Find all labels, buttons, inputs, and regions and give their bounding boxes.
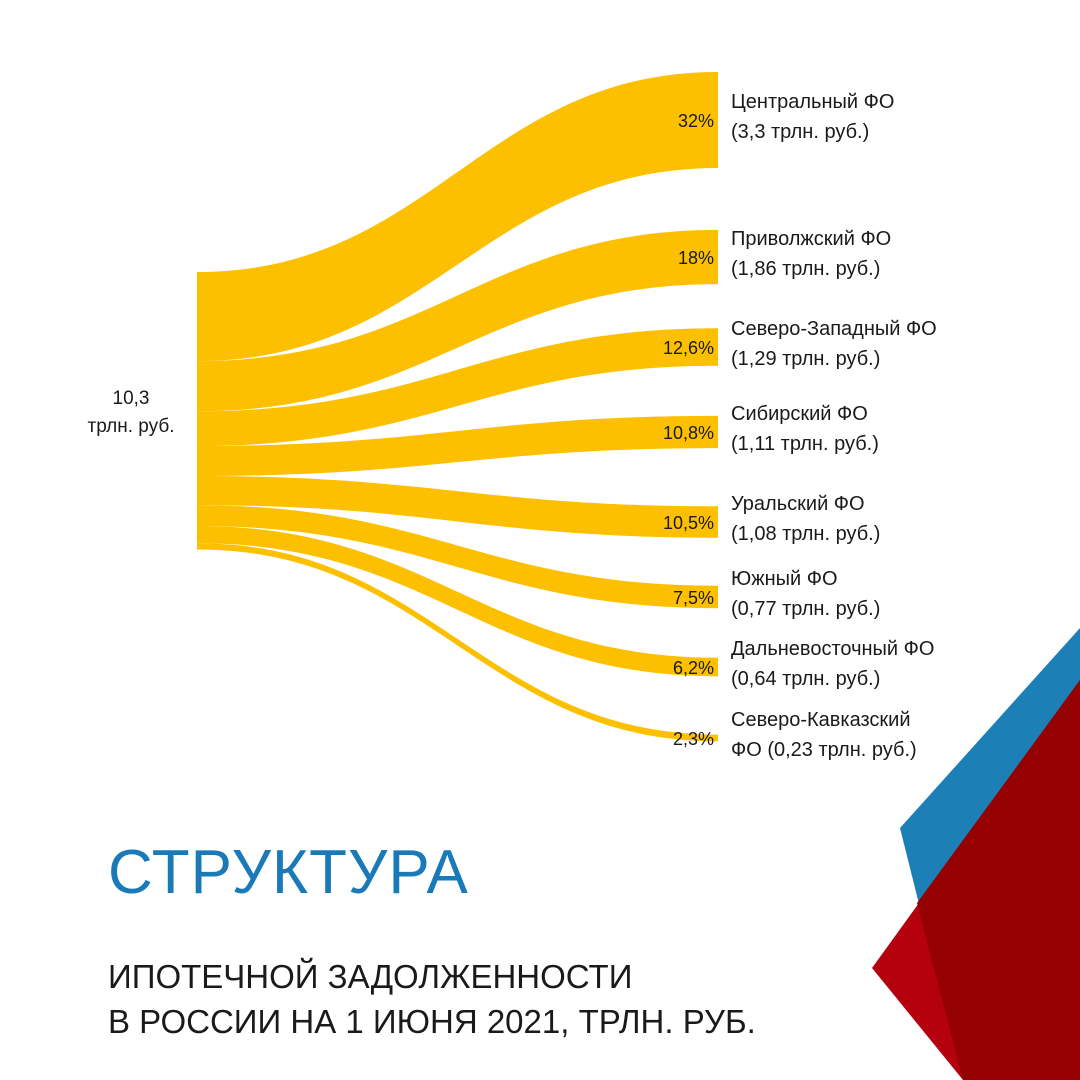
region-value-label: ФО (0,23 трлн. руб.): [731, 739, 917, 761]
flow-band-3: [197, 328, 718, 447]
region-name-label: Сибирский ФО: [731, 403, 868, 425]
subtitle-line-2: В РОССИИ НА 1 ИЮНЯ 2021, ТРЛН. РУБ.: [108, 1003, 756, 1040]
region-value-label: (1,08 трлн. руб.): [731, 523, 880, 545]
page-title: СТРУКТУРА: [108, 838, 469, 907]
flow-band-7: [197, 525, 718, 677]
region-name-label: Северо-Западный ФО: [731, 318, 937, 340]
flow-share-label: 32%: [678, 111, 714, 131]
region-name-label: Центральный ФО: [731, 91, 894, 113]
flow-labels: 32% Центральный ФО (3,3 трлн. руб.) 18% Прив…: [663, 91, 937, 761]
region-value-label: (1,29 трлн. руб.): [731, 348, 880, 370]
corner-decoration: [872, 628, 1080, 1080]
region-name-label: Северо-Кавказский: [731, 709, 911, 731]
flow-share-label: 18%: [678, 248, 714, 268]
region-value-label: (1,11 трлн. руб.): [731, 433, 879, 455]
flow-share-label: 10,5%: [663, 513, 714, 533]
source-total-value: 10,3: [113, 388, 150, 409]
page-subtitle: ИПОТЕЧНОЙ ЗАДОЛЖЕННОСТИ В РОССИИ НА 1 ИЮ…: [108, 954, 756, 1044]
flow-band-5: [197, 476, 718, 538]
flow-share-label: 7,5%: [673, 588, 714, 608]
corner-dark-red-shape: [917, 680, 1080, 1080]
flow-share-label: 12,6%: [663, 338, 714, 358]
region-value-label: (0,77 трлн. руб.): [731, 598, 880, 620]
flow-band-8: [197, 543, 718, 742]
flow-share-label: 2,3%: [673, 729, 714, 749]
flow-band-2: [197, 229, 718, 412]
flow-band-1: [197, 71, 718, 362]
source-total-unit: трлн. руб.: [88, 416, 175, 437]
subtitle-line-1: ИПОТЕЧНОЙ ЗАДОЛЖЕННОСТИ: [108, 958, 633, 995]
region-value-label: (1,86 трлн. руб.): [731, 258, 880, 280]
flow-share-label: 10,8%: [663, 423, 714, 443]
flow-share-label: 6,2%: [673, 658, 714, 678]
region-value-label: (0,64 трлн. руб.): [731, 668, 880, 690]
flow-band-6: [197, 505, 718, 609]
region-name-label: Приволжский ФО: [731, 228, 891, 250]
flow-bands: [197, 71, 718, 742]
region-name-label: Дальневосточный ФО: [731, 638, 934, 660]
region-value-label: (3,3 трлн. руб.): [731, 121, 869, 143]
region-name-label: Южный ФО: [731, 568, 838, 590]
flow-band-4: [197, 415, 718, 477]
region-name-label: Уральский ФО: [731, 493, 865, 515]
